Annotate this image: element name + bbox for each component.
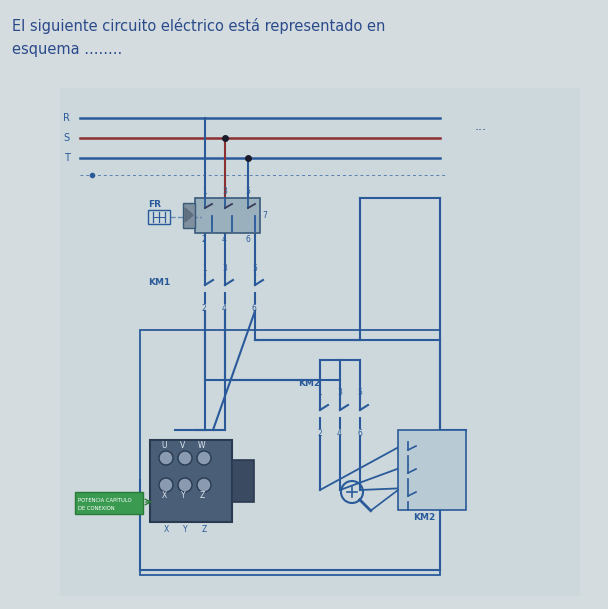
Text: X: X bbox=[164, 525, 168, 534]
Bar bbox=[148, 210, 170, 224]
Text: El siguiente circuito eléctrico está representado en: El siguiente circuito eléctrico está rep… bbox=[12, 18, 385, 34]
Text: esquema ........: esquema ........ bbox=[12, 42, 122, 57]
Text: POTENCIA CAPÍTULO: POTENCIA CAPÍTULO bbox=[78, 498, 131, 503]
Text: 4: 4 bbox=[222, 235, 227, 244]
Text: Y: Y bbox=[181, 491, 185, 500]
Text: 2: 2 bbox=[202, 235, 207, 244]
Text: KM2: KM2 bbox=[298, 379, 320, 388]
Text: 2: 2 bbox=[317, 429, 322, 438]
Circle shape bbox=[159, 478, 173, 492]
Text: 5: 5 bbox=[357, 388, 362, 397]
Text: U: U bbox=[161, 441, 167, 450]
Circle shape bbox=[159, 451, 173, 465]
Text: 6: 6 bbox=[245, 235, 250, 244]
Polygon shape bbox=[185, 208, 193, 222]
Circle shape bbox=[178, 478, 192, 492]
Text: 3: 3 bbox=[337, 388, 342, 397]
Text: Z: Z bbox=[201, 525, 207, 534]
Text: 4: 4 bbox=[337, 429, 342, 438]
Bar bbox=[140, 330, 440, 575]
Text: 1: 1 bbox=[202, 187, 207, 196]
Text: ...: ... bbox=[475, 120, 487, 133]
Text: R: R bbox=[63, 113, 70, 123]
Text: DE CONEXIÓN: DE CONEXIÓN bbox=[78, 506, 115, 511]
Text: W: W bbox=[198, 441, 206, 450]
Text: V: V bbox=[181, 441, 185, 450]
Bar bbox=[60, 88, 580, 596]
Text: T: T bbox=[64, 153, 70, 163]
Text: 1: 1 bbox=[317, 388, 322, 397]
Circle shape bbox=[178, 451, 192, 465]
Text: 5: 5 bbox=[245, 187, 250, 196]
Text: 6: 6 bbox=[357, 429, 362, 438]
Text: 5: 5 bbox=[252, 264, 257, 273]
Text: 7: 7 bbox=[262, 211, 267, 219]
Text: KM2: KM2 bbox=[413, 513, 435, 522]
Bar bbox=[398, 430, 466, 510]
Text: X: X bbox=[161, 491, 167, 500]
Circle shape bbox=[197, 478, 211, 492]
Text: 1: 1 bbox=[202, 264, 207, 273]
Bar bbox=[232, 460, 254, 502]
Text: 3: 3 bbox=[222, 187, 227, 196]
Bar bbox=[183, 203, 195, 228]
Text: 3: 3 bbox=[222, 264, 227, 273]
Text: KM1: KM1 bbox=[148, 278, 170, 287]
Bar bbox=[195, 198, 260, 233]
Text: FR: FR bbox=[148, 200, 161, 209]
Text: 6: 6 bbox=[252, 304, 257, 313]
Text: Z: Z bbox=[199, 491, 205, 500]
Bar bbox=[150, 440, 232, 522]
Bar bbox=[75, 492, 143, 514]
Text: Y: Y bbox=[182, 525, 187, 534]
Text: 2: 2 bbox=[202, 304, 207, 313]
Text: 4: 4 bbox=[222, 304, 227, 313]
Circle shape bbox=[197, 451, 211, 465]
Text: S: S bbox=[64, 133, 70, 143]
